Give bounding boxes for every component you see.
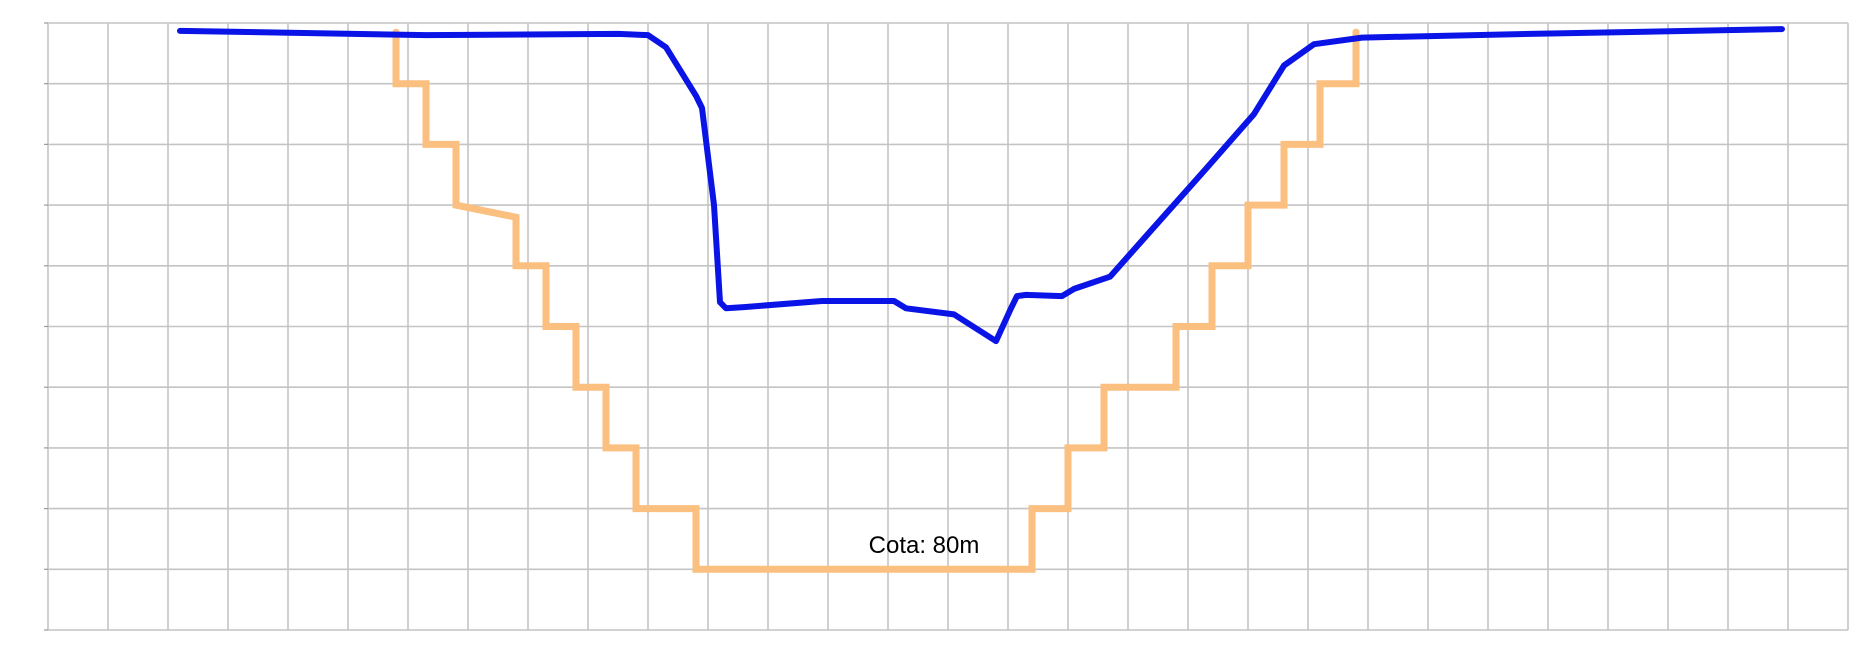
terrain-profile-line: [177, 26, 1785, 345]
excavation-steps-line: [392, 28, 1360, 573]
series-layer: [177, 26, 1785, 573]
annotation-label: Cota: 80m: [869, 532, 980, 559]
grid: [44, 22, 1849, 631]
annotation-layer: Cota: 80m: [869, 532, 980, 559]
